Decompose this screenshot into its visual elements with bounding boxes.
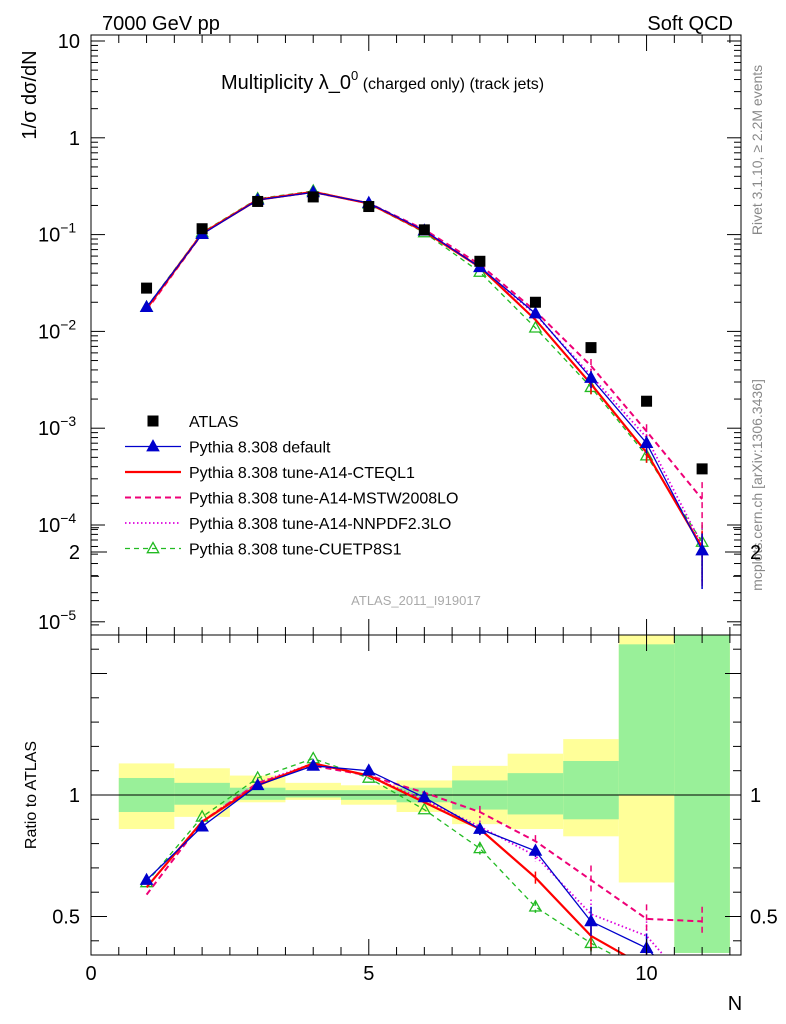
ratio-point-default bbox=[195, 819, 209, 832]
main-y-tick-label: 10−3 bbox=[38, 413, 76, 440]
ratio-point-cuetp8s1 bbox=[528, 899, 543, 912]
main-point-atlas bbox=[252, 195, 264, 207]
legend-label-atlas: ATLAS bbox=[189, 414, 239, 431]
watermark: ATLAS_2011_I919017 bbox=[351, 593, 481, 608]
ratio-y-tick-label-left: 2 bbox=[69, 542, 80, 564]
main-point-atlas bbox=[196, 223, 208, 235]
main-point-atlas bbox=[585, 342, 597, 354]
ratio-uncertainty-bands bbox=[118, 635, 730, 953]
main-point-atlas bbox=[307, 191, 319, 203]
main-point-atlas bbox=[363, 201, 375, 213]
ratio-point-default bbox=[584, 914, 598, 927]
header-right: Soft QCD bbox=[647, 13, 733, 35]
legend-label-cuetp8s1: Pythia 8.308 tune-CUETP8S1 bbox=[189, 542, 402, 559]
mcplots-label: mcplots.cern.ch [arXiv:1306.3436] bbox=[749, 379, 765, 591]
ratio-line-cteql1 bbox=[145, 762, 627, 955]
ratio-point-default bbox=[417, 790, 432, 803]
ratio-band-inner bbox=[507, 773, 564, 815]
legend-label-cteql1: Pythia 8.308 tune-A14-CTEQL1 bbox=[189, 465, 415, 482]
main-y-label: 1/σ dσ/dN bbox=[19, 50, 41, 139]
main-point-cuetp8s1 bbox=[528, 320, 543, 333]
ratio-line-cuetp8s1 bbox=[146, 757, 615, 955]
main-y-tick-label: 10−1 bbox=[38, 220, 76, 247]
ratio-band-inner bbox=[563, 760, 619, 820]
main-y-tick-label: 10−5 bbox=[38, 607, 76, 634]
ratio-point-cuetp8s1 bbox=[473, 841, 487, 854]
main-point-default bbox=[695, 543, 709, 556]
main-line-cuetp8s1 bbox=[146, 190, 703, 543]
ratio-y-tick-label-right: 2 bbox=[750, 542, 761, 564]
plot-title-superscript: 0 bbox=[351, 68, 358, 83]
legend-marker-default bbox=[146, 439, 160, 452]
legend-label-nnpdf: Pythia 8.308 tune-A14-NNPDF2.3LO bbox=[189, 516, 451, 533]
plot-title: Multiplicity λ_00 (charged only) (track … bbox=[221, 68, 544, 94]
ratio-y-label: Ratio to ATLAS bbox=[23, 741, 40, 849]
legend-label-default: Pythia 8.308 default bbox=[189, 440, 331, 457]
legend-label-mstw: Pythia 8.308 tune-A14-MSTW2008LO bbox=[189, 491, 458, 508]
main-y-tick-label: 1 bbox=[69, 128, 80, 150]
header-left: 7000 GeV pp bbox=[102, 13, 220, 35]
ratio-y-tick-label-right: 1 bbox=[750, 785, 761, 807]
axes: 10 1 10−1 10−2 10−3 10−4 10−5 0 5 10 0.5 0.5 1 1 2 2 bbox=[38, 31, 778, 985]
plot-title-main: Multiplicity λ_0 bbox=[221, 72, 351, 94]
ratio-point-default bbox=[473, 821, 487, 834]
main-point-atlas bbox=[418, 224, 430, 236]
ratio-band-inner bbox=[285, 790, 341, 798]
main-point-atlas bbox=[529, 296, 541, 308]
ratio-point-default bbox=[696, 998, 707, 1008]
ratio-y-tick-label-right: 0.5 bbox=[750, 907, 778, 929]
legend-marker-cuetp8s1 bbox=[146, 541, 160, 554]
ratio-point-default bbox=[306, 758, 321, 771]
main-y-tick-label: 10−2 bbox=[38, 316, 76, 343]
ratio-x-tick-label: 5 bbox=[363, 963, 374, 985]
main-point-default bbox=[584, 370, 598, 383]
ratio-band-inner bbox=[674, 635, 730, 953]
main-series bbox=[139, 183, 709, 590]
ratio-point-cuetp8s1 bbox=[417, 802, 432, 815]
main-y-tick-label: 10 bbox=[58, 31, 80, 53]
ratio-band-inner bbox=[174, 782, 230, 805]
main-point-atlas bbox=[474, 255, 486, 267]
legend-marker-atlas bbox=[147, 415, 159, 427]
legend: ATLAS Pythia 8.308 default Pythia 8.308 tu… bbox=[125, 414, 458, 559]
main-point-default bbox=[528, 306, 543, 319]
ratio-y-tick-label-left: 1 bbox=[69, 785, 80, 807]
ratio-point-default bbox=[528, 843, 543, 856]
ratio-band-inner bbox=[229, 787, 286, 800]
ratio-y-tick-label-left: 0.5 bbox=[52, 907, 80, 929]
ratio-x-tick-label: 10 bbox=[635, 963, 657, 985]
main-point-atlas bbox=[141, 282, 153, 294]
ratio-point-default bbox=[139, 872, 154, 885]
main-point-default bbox=[139, 299, 154, 313]
ratio-band-inner bbox=[618, 644, 675, 795]
ratio-point-cuetp8s1 bbox=[696, 991, 707, 1001]
main-point-default bbox=[639, 435, 654, 449]
rivet-label: Rivet 3.1.10, ≥ 2.2M events bbox=[749, 65, 765, 235]
main-point-atlas bbox=[641, 395, 653, 407]
x-axis-label: N bbox=[728, 993, 742, 1015]
plot-title-suffix: (charged only) (track jets) bbox=[358, 76, 544, 93]
ratio-x-tick-label: 0 bbox=[85, 963, 96, 985]
ratio-series bbox=[139, 751, 707, 1008]
main-y-tick-label: 10−4 bbox=[38, 510, 76, 537]
ratio-point-default bbox=[361, 763, 376, 776]
main-point-atlas bbox=[696, 463, 708, 475]
ratio-point-default bbox=[250, 777, 265, 791]
